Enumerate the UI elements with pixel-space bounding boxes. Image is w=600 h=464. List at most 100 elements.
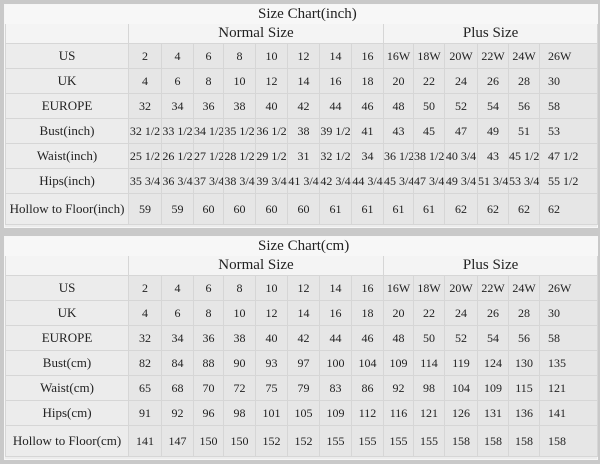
plus-size-header: Plus Size [382,23,599,44]
normal-size-cell: 36 [193,325,224,351]
normal-size-cell: 16 [351,43,384,69]
normal-size-cell: 12 [287,43,320,69]
plus-size-cell: 49 3/4 [444,168,478,194]
normal-size-cell: 90 [223,350,256,376]
table-row: Bust(inch) 32 1/2 33 1/2 34 1/2 35 1/2 36 1/2… [5,118,599,144]
plus-size-cell: 26 [477,300,509,326]
plus-size-cell: 22 [413,68,445,94]
normal-size-cell: 112 [351,400,384,426]
normal-size-cell: 32 1/2 [128,118,162,144]
normal-size-cell: 36 1/2 [255,118,288,144]
plus-size-cell: 47 [444,118,478,144]
normal-size-cell: 38 3/4 [223,168,256,194]
plus-size-cell: 22W [477,43,509,69]
plus-size-cell: 24W [508,275,540,301]
normal-size-cell: 150 [223,425,256,457]
table-row: EUROPE 32 34 36 38 40 42 44 46 48 50 52 54 56 58 [5,325,599,351]
normal-size-cell: 18 [351,68,384,94]
normal-size-cell: 10 [255,275,288,301]
table-row: UK 4 6 8 10 12 14 16 18 20 22 24 26 28 30 [5,68,599,94]
plus-size-cell: 20W [444,43,478,69]
normal-size-cell: 104 [351,350,384,376]
normal-size-cell: 91 [128,400,162,426]
normal-size-cell: 41 3/4 [287,168,320,194]
normal-size-cell: 147 [161,425,194,457]
plus-size-cell: 119 [444,350,478,376]
normal-size-cell: 70 [193,375,224,401]
plus-size-cell: 56 [508,325,540,351]
normal-size-cell: 97 [287,350,320,376]
plus-size-cell: 58 [538,325,599,351]
plus-size-cell: 54 [477,325,509,351]
normal-size-cell: 59 [161,193,194,225]
normal-size-cell: 4 [128,68,162,94]
plus-size-cell: 38 1/2 [413,143,445,169]
row-label: Bust(inch) [5,118,129,144]
normal-size-cell: 40 [255,93,288,119]
normal-size-cell: 4 [161,43,194,69]
normal-size-cell: 6 [161,68,194,94]
normal-size-cell: 40 [255,325,288,351]
plus-size-cell: 28 [508,68,540,94]
plus-size-cell: 45 1/2 [508,143,540,169]
normal-size-cell: 46 [351,93,384,119]
plus-size-cell: 109 [383,350,414,376]
normal-size-cell: 109 [319,400,352,426]
normal-size-cell: 32 [128,325,162,351]
row-label: Waist(cm) [5,375,129,401]
plus-size-cell: 158 [508,425,540,457]
normal-size-cell: 60 [255,193,288,225]
plus-size-cell: 24W [508,43,540,69]
normal-size-cell: 31 [287,143,320,169]
plus-size-cell: 155 [383,425,414,457]
plus-size-cell: 51 3/4 [477,168,509,194]
plus-size-cell: 136 [508,400,540,426]
plus-size-cell: 130 [508,350,540,376]
plus-size-cell: 135 [538,350,599,376]
normal-size-cell: 42 [287,325,320,351]
plus-size-cell: 28 [508,300,540,326]
plus-size-cell: 26 [477,68,509,94]
plus-size-cell: 54 [477,93,509,119]
normal-size-cell: 38 [223,93,256,119]
plus-size-cell: 62 [508,193,540,225]
group-header-row: Normal Size Plus Size [5,23,599,44]
normal-size-cell: 16 [319,68,352,94]
plus-size-cell: 26W [538,275,599,301]
normal-size-cell: 16 [319,300,352,326]
empty-header-cell [5,23,129,44]
plus-size-cell: 62 [538,193,599,225]
normal-size-cell: 26 1/2 [161,143,194,169]
plus-size-cell: 121 [538,375,599,401]
plus-size-cell: 124 [477,350,509,376]
normal-size-cell: 88 [193,350,224,376]
empty-header-cell [5,255,129,276]
normal-size-cell: 141 [128,425,162,457]
normal-size-cell: 60 [193,193,224,225]
normal-size-cell: 86 [351,375,384,401]
plus-size-cell: 155 [413,425,445,457]
normal-size-cell: 16 [351,275,384,301]
normal-size-cell: 12 [287,275,320,301]
normal-size-cell: 39 3/4 [255,168,288,194]
row-label: UK [5,300,129,326]
normal-size-cell: 18 [351,300,384,326]
normal-size-cell: 41 [351,118,384,144]
plus-size-cell: 43 [383,118,414,144]
plus-size-cell: 141 [538,400,599,426]
normal-size-cell: 27 1/2 [193,143,224,169]
normal-size-cell: 38 [223,325,256,351]
normal-size-cell: 68 [161,375,194,401]
normal-size-cell: 8 [193,300,224,326]
normal-size-cell: 93 [255,350,288,376]
plus-size-cell: 158 [444,425,478,457]
normal-size-cell: 152 [255,425,288,457]
normal-size-cell: 38 [287,118,320,144]
normal-size-cell: 12 [255,68,288,94]
plus-size-cell: 104 [444,375,478,401]
plus-size-cell: 131 [477,400,509,426]
plus-size-header: Plus Size [382,255,599,276]
row-label: Bust(cm) [5,350,129,376]
row-label: Hips(inch) [5,168,129,194]
normal-size-cell: 152 [287,425,320,457]
